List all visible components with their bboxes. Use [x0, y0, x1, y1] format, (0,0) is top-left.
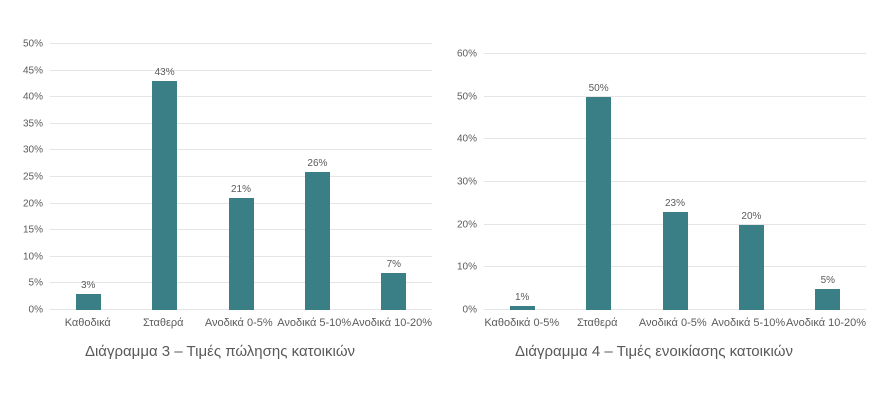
y-axis-tick-label: 50%: [22, 38, 43, 50]
plot-area: 1% 50% 23% 20% 5%: [484, 53, 866, 310]
x-category-label: Σταθερά: [143, 317, 184, 329]
plot-area: 3% 43% 21% 26% 7%: [50, 43, 432, 310]
x-category-label: Ανοδικά 5-10%: [277, 317, 352, 329]
bar-slot: 5%: [790, 54, 866, 310]
gridline: [484, 95, 866, 97]
plot-row: 0% 10% 20% 30% 40% 50% 60% 1% 50% 23% 20% 5%: [442, 49, 866, 316]
y-axis-tick-label: 5%: [28, 277, 43, 289]
y-axis-tick-label: 20%: [22, 198, 43, 210]
bar: [381, 272, 407, 310]
bar: [509, 305, 535, 310]
bar: [304, 171, 330, 310]
bar-value-label: 7%: [386, 258, 402, 270]
chart-rental-prices: 0% 10% 20% 30% 40% 50% 60% 1% 50% 23% 20% 5% Καθοδικ…: [442, 49, 866, 360]
y-axis-tick-label: 25%: [22, 171, 43, 183]
bar-value-label: 5%: [820, 274, 836, 286]
x-category-label: Καθοδικά 0-5%: [484, 317, 560, 329]
bar-slot: 23%: [637, 54, 713, 310]
gridline: [484, 181, 866, 182]
chart-title: Διάγραμμα 4 – Τιμές ενοικίασης κατοικιών: [514, 343, 794, 360]
y-axis-tick-label: 40%: [22, 91, 43, 103]
y-axis-tick-label: 20%: [456, 219, 477, 231]
y-axis-tick-label: 50%: [456, 91, 477, 103]
bar-slot: 43%: [126, 44, 202, 310]
bar-value-label: 21%: [231, 184, 252, 196]
bar: [75, 294, 101, 310]
bars: 1% 50% 23% 20% 5%: [484, 54, 866, 310]
x-category-label: Σταθερά: [577, 317, 618, 329]
y-axis-tick-label: 40%: [456, 133, 477, 145]
bars: 3% 43% 21% 26% 7%: [50, 44, 432, 310]
y-axis-tick-label: 30%: [22, 144, 43, 156]
x-labels: Καθοδικά Σταθερά Ανοδικά 0-5% Ανοδικά 5-10%…: [50, 317, 432, 329]
bar-value-label: 3%: [80, 280, 96, 292]
chart-sale-prices: 0% 5% 10% 15% 20% 25% 30% 35% 40% 45% 50% 3% 43% 21% 2…: [8, 39, 432, 360]
gridline: [50, 43, 432, 44]
bar-slot: 1%: [484, 54, 560, 310]
bar-value-label: 1%: [514, 291, 530, 303]
figure: 0% 5% 10% 15% 20% 25% 30% 35% 40% 45% 50% 3% 43% 21% 2…: [8, 38, 867, 360]
bar-slot: 21%: [203, 44, 279, 310]
bar-value-label: 23%: [665, 197, 686, 209]
y-axis-tick-label: 0%: [462, 304, 477, 316]
bar-value-label: 50%: [588, 82, 609, 94]
y-axis-tick-label: 15%: [22, 224, 43, 236]
y-axis-tick-label: 10%: [22, 251, 43, 263]
bar: [662, 211, 688, 310]
x-axis: Καθοδικά 0-5% Σταθερά Ανοδικά 0-5% Ανοδικά …: [442, 310, 866, 329]
bar-slot: 50%: [560, 54, 636, 310]
x-labels: Καθοδικά 0-5% Σταθερά Ανοδικά 0-5% Ανοδικά …: [484, 317, 866, 329]
x-category-label: Ανοδικά 10-20%: [352, 317, 433, 329]
x-category-label: Ανοδικά 0-5%: [204, 317, 273, 329]
y-axis-tick-label: 30%: [456, 176, 477, 188]
y-axis-tick-label: 10%: [456, 261, 477, 273]
y-axis-tick-label: 0%: [28, 304, 43, 316]
y-axis: 0% 10% 20% 30% 40% 50% 60%: [442, 49, 484, 316]
x-category-label: Ανοδικά 5-10%: [711, 317, 786, 329]
bar-value-label: 43%: [154, 67, 175, 79]
y-axis-tick-label: 35%: [22, 118, 43, 130]
x-category-label: Ανοδικά 0-5%: [638, 317, 707, 329]
y-axis-tick-label: 60%: [456, 48, 477, 60]
gridline: [50, 96, 432, 98]
bar: [815, 288, 841, 310]
y-axis: 0% 5% 10% 15% 20% 25% 30% 35% 40% 45% 50%: [8, 39, 50, 316]
bar-slot: 26%: [279, 44, 355, 310]
bar-value-label: 26%: [307, 157, 328, 169]
x-axis: Καθοδικά Σταθερά Ανοδικά 0-5% Ανοδικά 5-10%…: [8, 310, 432, 329]
gridline: [50, 122, 432, 124]
gridline: [50, 69, 432, 71]
bar: [586, 96, 612, 310]
bar: [228, 198, 254, 310]
y-axis-tick-label: 45%: [22, 65, 43, 77]
bar-slot: 7%: [356, 44, 432, 310]
bar: [738, 224, 764, 310]
gridline: [484, 53, 866, 54]
gridline: [484, 138, 866, 140]
bar-slot: 3%: [50, 44, 126, 310]
bar-slot: 20%: [713, 54, 789, 310]
gridline: [50, 176, 432, 177]
x-category-label: Ανοδικά 10-20%: [786, 317, 867, 329]
plot-row: 0% 5% 10% 15% 20% 25% 30% 35% 40% 45% 50% 3% 43% 21% 2…: [8, 39, 432, 316]
gridline: [50, 149, 432, 151]
chart-title: Διάγραμμα 3 – Τιμές πώλησης κατοικιών: [84, 343, 356, 360]
x-category-label: Καθοδικά: [64, 317, 111, 329]
bar-value-label: 20%: [741, 210, 762, 222]
bar: [152, 81, 178, 310]
